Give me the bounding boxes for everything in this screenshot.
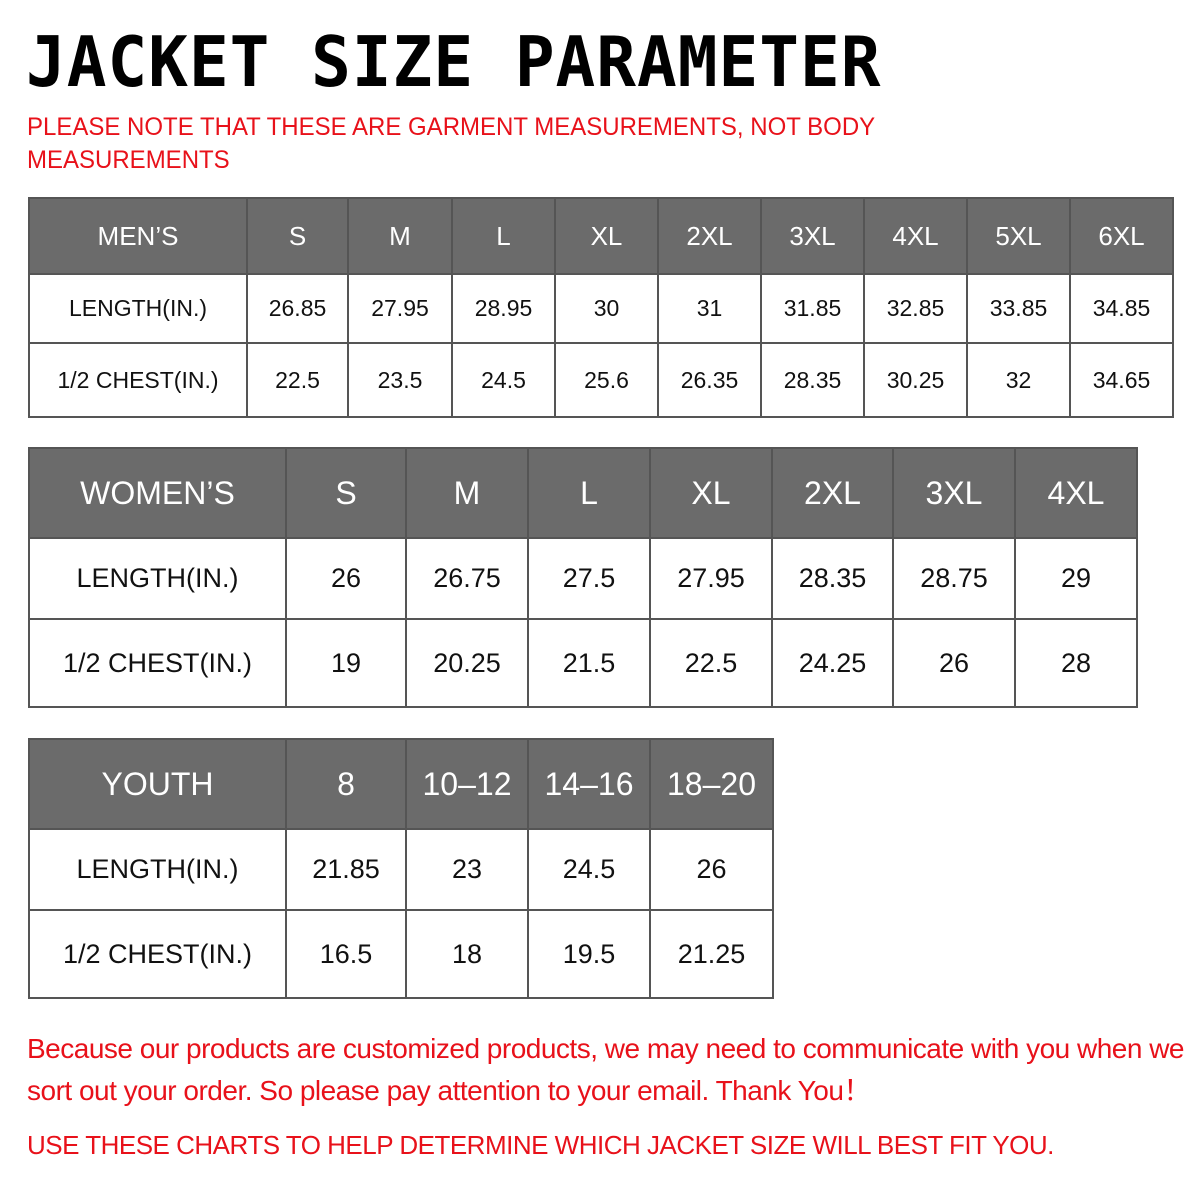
row-label: 1/2 CHEST(IN.) bbox=[28, 342, 248, 418]
size-header: 18–20 bbox=[649, 738, 774, 830]
measurement-cell: 26 bbox=[649, 828, 774, 911]
measurement-cell: 34.65 bbox=[1069, 342, 1174, 418]
customization-message: Because our products are customized prod… bbox=[27, 1033, 1185, 1106]
measurement-cell: 18 bbox=[405, 909, 529, 999]
row-label: LENGTH(IN.) bbox=[28, 537, 287, 620]
table-row: LENGTH(IN.) 26.85 27.95 28.95 30 31 31.85 32.85… bbox=[28, 273, 1174, 344]
measurement-cell: 25.6 bbox=[554, 342, 659, 418]
header-row: MEN’S S M L XL 2XL 3XL 4XL 5XL 6XL bbox=[28, 197, 1174, 275]
measurement-cell: 31.85 bbox=[760, 273, 865, 344]
measurement-cell: 28.35 bbox=[771, 537, 894, 620]
measurement-cell: 22.5 bbox=[246, 342, 349, 418]
measurement-cell: 30.25 bbox=[863, 342, 968, 418]
measurement-cell: 21.25 bbox=[649, 909, 774, 999]
measurement-cell: 22.5 bbox=[649, 618, 773, 708]
measurement-cell: 28 bbox=[1014, 618, 1138, 708]
size-header: 6XL bbox=[1069, 197, 1174, 275]
measurement-cell: 34.85 bbox=[1069, 273, 1174, 344]
category-header: WOMEN’S bbox=[28, 447, 287, 539]
measurement-cell: 29 bbox=[1014, 537, 1138, 620]
size-header: L bbox=[451, 197, 556, 275]
row-label: 1/2 CHEST(IN.) bbox=[28, 909, 287, 999]
mens-size-table: MEN’S S M L XL 2XL 3XL 4XL 5XL 6XL LENGTH(IN.) 26.8… bbox=[28, 197, 1174, 418]
table-row: 1/2 CHEST(IN.) 16.5 18 19.5 21.25 bbox=[28, 909, 774, 999]
size-header: 2XL bbox=[657, 197, 762, 275]
size-header: 5XL bbox=[966, 197, 1071, 275]
measurement-cell: 16.5 bbox=[285, 909, 407, 999]
womens-size-table: WOMEN’S S M L XL 2XL 3XL 4XL LENGTH(IN.) 26 26.75 2… bbox=[28, 447, 1138, 708]
size-advice: USE THESE CHARTS TO HELP DETERMINE WHICH… bbox=[27, 1130, 1054, 1160]
category-header: YOUTH bbox=[28, 738, 287, 830]
measurement-cell: 26 bbox=[285, 537, 407, 620]
measurement-cell: 27.95 bbox=[347, 273, 453, 344]
size-header: 3XL bbox=[760, 197, 865, 275]
measurement-note: PLEASE NOTE THAT THESE ARE GARMENT MEASU… bbox=[27, 113, 875, 174]
measurement-cell: 27.95 bbox=[649, 537, 773, 620]
measurement-cell: 20.25 bbox=[405, 618, 529, 708]
measurement-cell: 24.5 bbox=[527, 828, 651, 911]
measurement-cell: 23.5 bbox=[347, 342, 453, 418]
size-header: XL bbox=[649, 447, 773, 539]
table-row: LENGTH(IN.) 26 26.75 27.5 27.95 28.35 28.75 29 bbox=[28, 537, 1138, 620]
measurement-cell: 27.5 bbox=[527, 537, 651, 620]
size-header: 8 bbox=[285, 738, 407, 830]
measurement-cell: 28.35 bbox=[760, 342, 865, 418]
table-row: LENGTH(IN.) 21.85 23 24.5 26 bbox=[28, 828, 774, 911]
size-header: 2XL bbox=[771, 447, 894, 539]
category-header: MEN’S bbox=[28, 197, 248, 275]
size-header: S bbox=[246, 197, 349, 275]
table-row: 1/2 CHEST(IN.) 22.5 23.5 24.5 25.6 26.35 28.35… bbox=[28, 342, 1174, 418]
measurement-cell: 28.95 bbox=[451, 273, 556, 344]
measurement-cell: 26 bbox=[892, 618, 1016, 708]
measurement-cell: 28.75 bbox=[892, 537, 1016, 620]
measurement-cell: 32 bbox=[966, 342, 1071, 418]
table-row: 1/2 CHEST(IN.) 19 20.25 21.5 22.5 24.25 26 28 bbox=[28, 618, 1138, 708]
row-label: 1/2 CHEST(IN.) bbox=[28, 618, 287, 708]
row-label: LENGTH(IN.) bbox=[28, 273, 248, 344]
size-header: 4XL bbox=[863, 197, 968, 275]
size-header: 3XL bbox=[892, 447, 1016, 539]
size-header: L bbox=[527, 447, 651, 539]
measurement-cell: 31 bbox=[657, 273, 762, 344]
measurement-cell: 26.35 bbox=[657, 342, 762, 418]
measurement-cell: 30 bbox=[554, 273, 659, 344]
size-header: M bbox=[347, 197, 453, 275]
page-title: JACKET SIZE PARAMETER bbox=[26, 22, 882, 103]
size-header: XL bbox=[554, 197, 659, 275]
measurement-cell: 26.75 bbox=[405, 537, 529, 620]
measurement-cell: 19.5 bbox=[527, 909, 651, 999]
size-header: 4XL bbox=[1014, 447, 1138, 539]
measurement-cell: 23 bbox=[405, 828, 529, 911]
measurement-cell: 24.5 bbox=[451, 342, 556, 418]
header-row: YOUTH 8 10–12 14–16 18–20 bbox=[28, 738, 774, 830]
size-header: S bbox=[285, 447, 407, 539]
youth-size-table: YOUTH 8 10–12 14–16 18–20 LENGTH(IN.) 21.85 23 2… bbox=[28, 738, 774, 999]
size-header: 10–12 bbox=[405, 738, 529, 830]
measurement-cell: 26.85 bbox=[246, 273, 349, 344]
size-header: 14–16 bbox=[527, 738, 651, 830]
measurement-cell: 32.85 bbox=[863, 273, 968, 344]
size-header: M bbox=[405, 447, 529, 539]
measurement-cell: 21.5 bbox=[527, 618, 651, 708]
measurement-cell: 21.85 bbox=[285, 828, 407, 911]
measurement-cell: 33.85 bbox=[966, 273, 1071, 344]
header-row: WOMEN’S S M L XL 2XL 3XL 4XL bbox=[28, 447, 1138, 539]
measurement-cell: 24.25 bbox=[771, 618, 894, 708]
row-label: LENGTH(IN.) bbox=[28, 828, 287, 911]
measurement-cell: 19 bbox=[285, 618, 407, 708]
